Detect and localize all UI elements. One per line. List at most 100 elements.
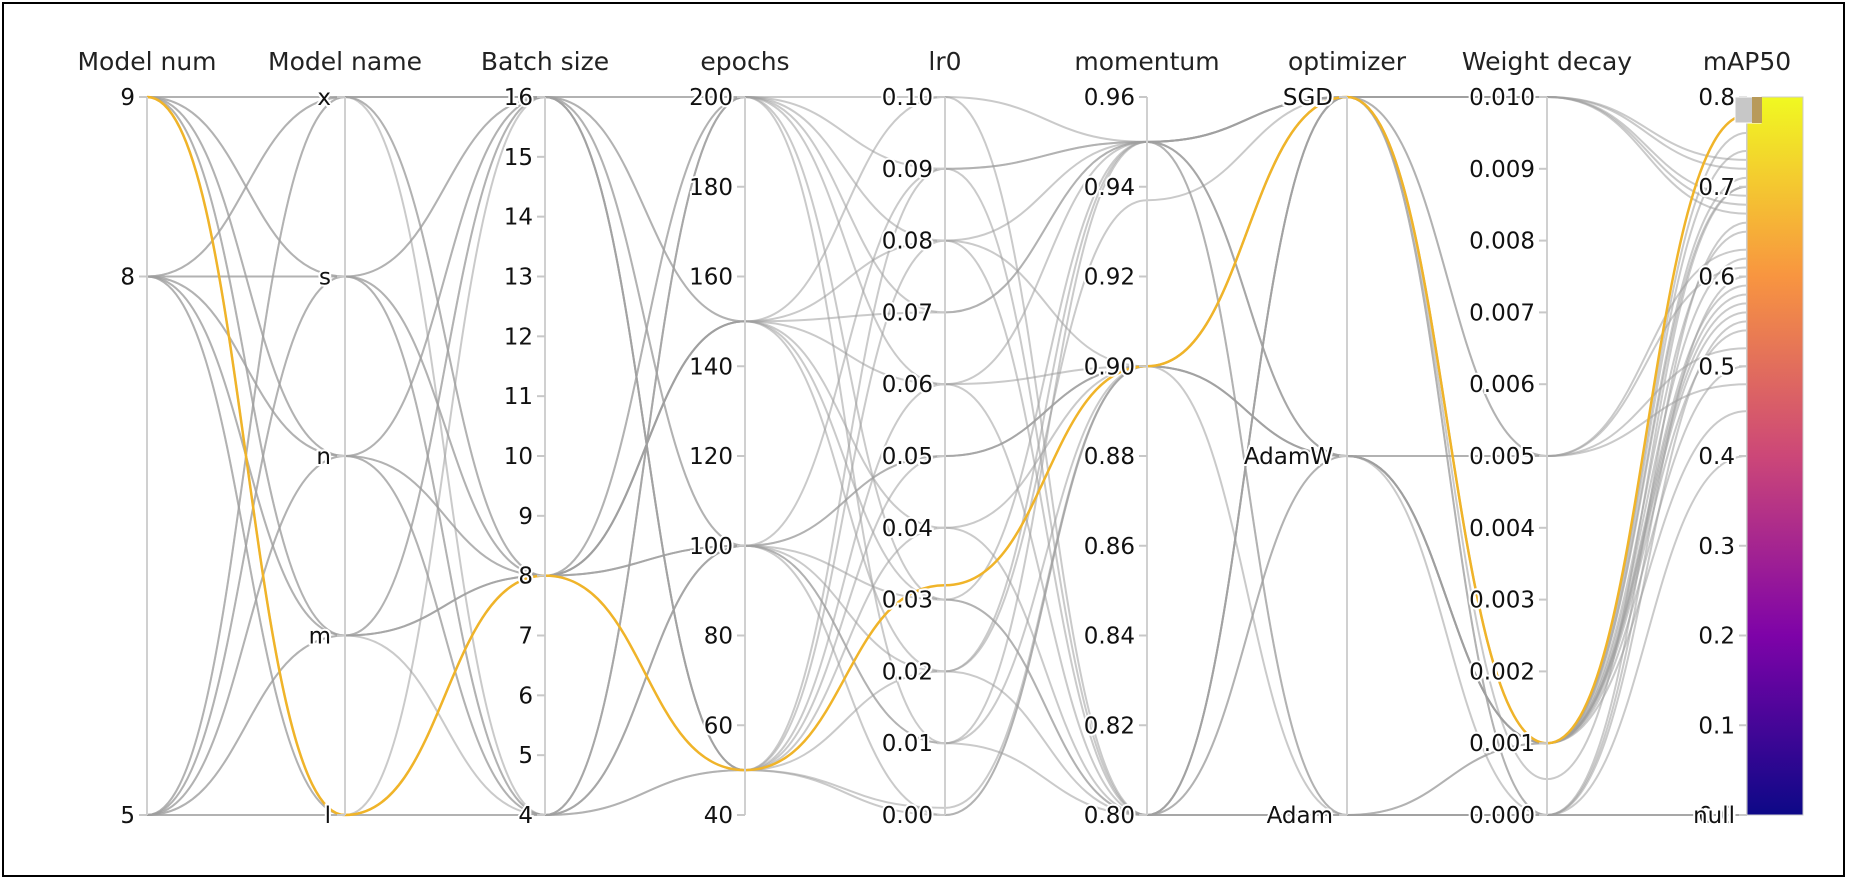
tick-label-0-006: 0.006 [1469,372,1535,398]
tick-label-0-92: 0.92 [1084,265,1135,291]
axis-momentum[interactable]: momentum 0.96 0.94 0.92 0.90 0.88 0.86 0.84 0.82… [1074,47,1219,831]
tick-label-5: 5 [518,743,533,769]
tick-label-8: 8 [120,265,135,291]
axis-lr0[interactable]: lr0 0.10 0.09 0.08 0.07 0.06 0.05 0.04 0.03 0.02 0… [880,47,962,831]
tick-label-0-005: 0.005 [1469,444,1535,470]
tick-label-8: 8 [518,564,533,590]
tick-label-adam: Adam [1267,803,1333,829]
axis-model-num[interactable]: Model num 9 8 5 [77,47,216,831]
run-line-1[interactable] [146,95,1748,745]
tick-label-0-03: 0.03 [882,588,933,614]
run-line-11[interactable] [146,95,1748,745]
tick-label-0-10: 0.10 [882,85,933,111]
colorbar-handle-right[interactable] [1752,97,1762,123]
tick-label-180: 180 [689,175,733,201]
axis-title-model-num[interactable]: Model num [77,47,216,76]
axis-title-model-name[interactable]: Model name [268,47,422,76]
tick-label-40: 40 [704,803,733,829]
tick-label-0-4: 0.4 [1698,444,1735,470]
axes-layer: Model num 9 8 5 Model name x s n m l Batch size 16 1… [77,47,1791,831]
tick-label-0-06: 0.06 [882,372,933,398]
run-line-25[interactable] [147,95,1748,817]
tick-label-x: x [317,85,331,111]
tick-label-0-007: 0.007 [1469,300,1535,326]
axis-title-momentum[interactable]: momentum [1074,47,1219,76]
tick-label-80: 80 [704,624,733,650]
tick-label-0-008: 0.008 [1469,229,1535,255]
tick-label-15: 15 [504,145,533,171]
axis-epochs[interactable]: epochs 200 180 160 140 120 100 80 60 40 [687,47,789,831]
axis-title-batch-size[interactable]: Batch size [481,47,609,76]
tick-label-0-08: 0.08 [882,229,933,255]
tick-label-null: null [1693,803,1735,829]
axis-title-optimizer[interactable]: optimizer [1288,47,1407,76]
tick-label-sgd: SGD [1283,85,1333,111]
run-line-28[interactable] [146,95,1747,817]
axis-title-epochs[interactable]: epochs [700,47,789,76]
tick-label-6: 6 [518,683,533,709]
tick-label-0-7: 0.7 [1698,175,1735,201]
tick-label-0-86: 0.86 [1084,534,1135,560]
axis-batch-size[interactable]: Batch size 16 15 14 13 12 11 10 9 8 7 6 5 4 [481,47,609,831]
run-line-3[interactable] [146,96,1748,745]
tick-label-10: 10 [504,444,533,470]
tick-label-0-01: 0.01 [882,731,933,757]
axis-title-map50[interactable]: mAP50 [1703,47,1791,76]
tick-label-200: 200 [689,85,733,111]
colorbar-gradient[interactable] [1746,96,1804,816]
tick-label-100: 100 [689,534,733,560]
axis-weight-decay[interactable]: Weight decay 0.010 0.009 0.008 0.007 0.006 0.0… [1462,47,1632,831]
tick-label-0-02: 0.02 [882,659,933,685]
tick-label-120: 120 [689,444,733,470]
tick-label-0-001: 0.001 [1469,731,1535,757]
tick-label-0-003: 0.003 [1469,588,1535,614]
tick-label-0-002: 0.002 [1469,659,1535,685]
tick-label-9: 9 [120,85,135,111]
tick-label-0-000: 0.000 [1469,803,1535,829]
tick-label-5: 5 [120,803,135,829]
tick-label-140: 140 [689,354,733,380]
tick-label-0-05: 0.05 [882,444,933,470]
tick-label-0-6: 0.6 [1698,265,1735,291]
tick-label-0-5: 0.5 [1698,354,1735,380]
tick-label-0-04: 0.04 [882,516,933,542]
tick-label-0-82: 0.82 [1084,713,1135,739]
axis-title-lr0[interactable]: lr0 [928,47,961,76]
tick-label-0-00: 0.00 [882,803,933,829]
tick-label-11: 11 [504,384,533,410]
axis-title-weight-decay[interactable]: Weight decay [1462,47,1632,76]
tick-label-7: 7 [518,624,533,650]
tick-label-16: 16 [504,85,533,111]
tick-label-0-90: 0.90 [1084,354,1135,380]
highlighted-run-line[interactable] [146,95,1748,817]
run-line-24[interactable] [146,140,1748,817]
tick-label-n: n [316,444,331,470]
tick-label-0-09: 0.09 [882,157,933,183]
tick-label-0-96: 0.96 [1084,85,1135,111]
tick-label-0-8: 0.8 [1698,85,1735,111]
tick-label-160: 160 [689,265,733,291]
tick-label-9: 9 [518,504,533,530]
tick-label-0-009: 0.009 [1469,157,1535,183]
tick-label-0-0: 0.0 [1698,803,1735,829]
tick-label-0-004: 0.004 [1469,516,1535,542]
tick-label-s: s [319,265,331,291]
tick-label-0-2: 0.2 [1698,624,1735,650]
axis-optimizer[interactable]: optimizer SGD AdamW Adam [1242,47,1407,831]
tick-label-adamw: AdamW [1244,444,1333,470]
tick-label-13: 13 [504,265,533,291]
tick-label-0-84: 0.84 [1084,624,1135,650]
tick-label-12: 12 [504,324,533,350]
tick-label-0-07: 0.07 [882,300,933,326]
tick-label-4: 4 [518,803,533,829]
axis-model-name[interactable]: Model name x s n m l [268,47,422,831]
tick-label-0-80: 0.80 [1084,803,1135,829]
colorbar[interactable] [1734,96,1804,816]
tick-label-0-94: 0.94 [1084,175,1135,201]
tick-label-0-3: 0.3 [1698,534,1735,560]
highlight-layer [146,95,1748,817]
tick-label-14: 14 [504,205,533,231]
tick-label-m: m [309,624,331,650]
